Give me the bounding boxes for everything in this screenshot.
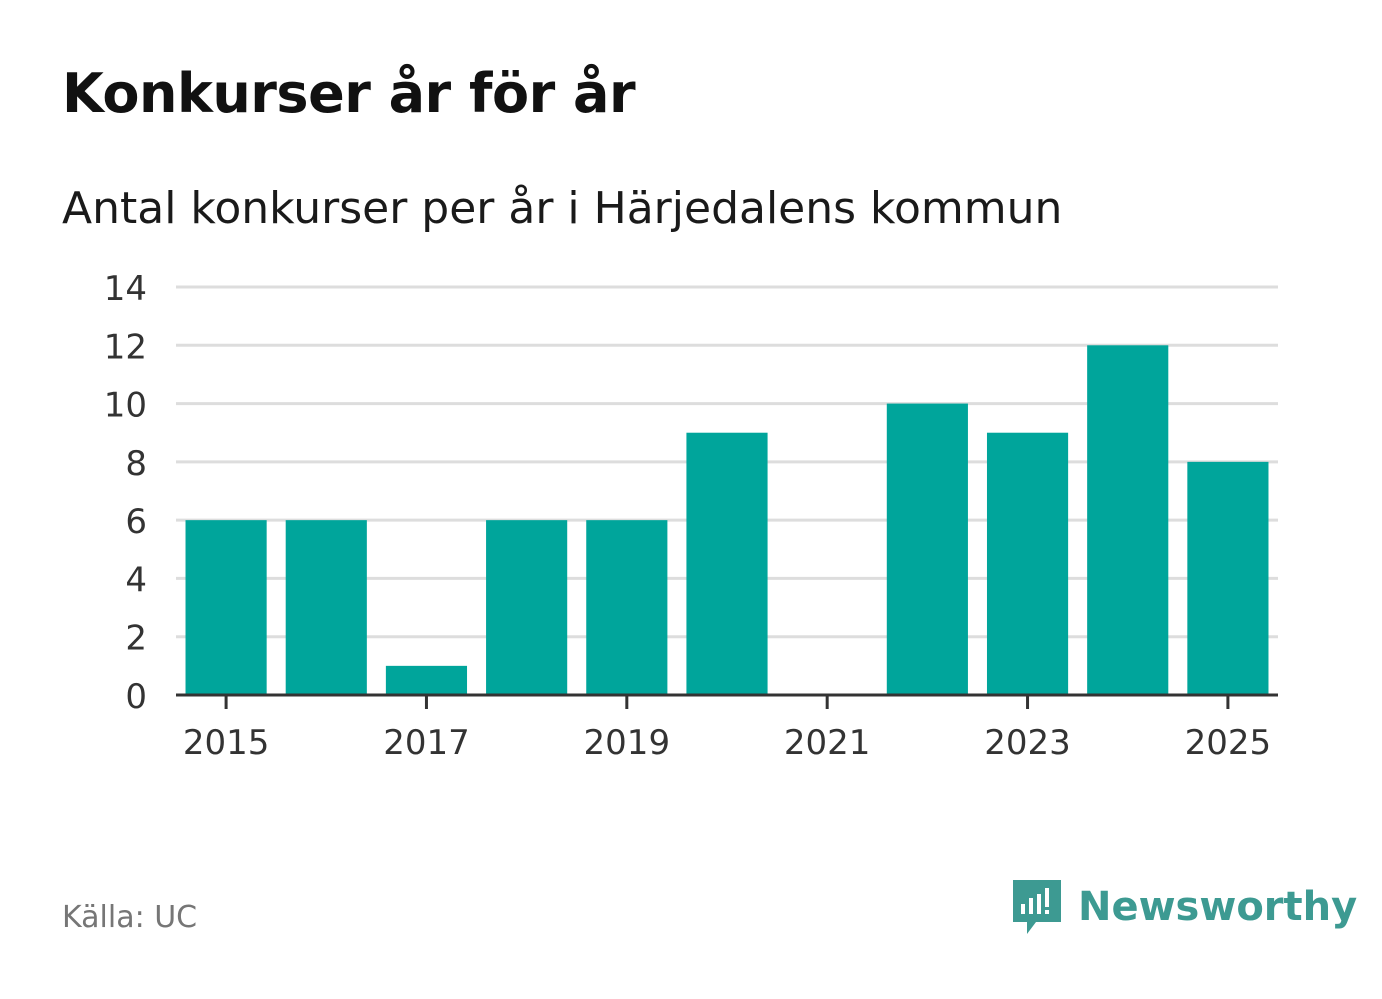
- x-tick-label: 2015: [183, 723, 270, 763]
- bar-2019: [586, 520, 668, 695]
- bar-2017: [385, 665, 468, 695]
- x-tick-label: 2025: [1185, 723, 1272, 763]
- bar-2020: [686, 432, 768, 695]
- bars: [185, 345, 1269, 695]
- y-tick-labels: 0 2 4 6 8 10 12 14: [104, 269, 147, 717]
- x-tick-label: 2019: [584, 723, 671, 763]
- newsworthy-logo: Newsworthy: [1010, 876, 1357, 938]
- bar-2023: [986, 432, 1069, 695]
- x-tick-label: 2017: [383, 723, 470, 763]
- y-tick-label: 14: [104, 269, 147, 309]
- y-tick-label: 6: [125, 502, 147, 542]
- y-tick-label: 4: [125, 560, 147, 600]
- y-tick-label: 0: [125, 677, 147, 717]
- brand-name: Newsworthy: [1078, 884, 1358, 930]
- y-tick-label: 12: [104, 327, 147, 367]
- bar-2022: [886, 403, 968, 695]
- y-tick-label: 2: [125, 619, 147, 659]
- bar-2016: [285, 520, 367, 695]
- y-tick-label: 8: [125, 444, 147, 484]
- x-tick-label: 2021: [784, 723, 871, 763]
- source-note: Källa: UC: [62, 900, 198, 935]
- bar-2025: [1187, 461, 1269, 695]
- chart-title: Konkurser år för år: [62, 62, 636, 125]
- newsworthy-logo-icon: [1013, 880, 1061, 934]
- bar-2015: [185, 520, 267, 695]
- bar-2018: [486, 520, 568, 695]
- chart-subtitle: Antal konkurser per år i Härjedalens kom…: [62, 183, 1063, 234]
- x-tick-labels: 2015 2017 2019 2021 2023 2025: [183, 723, 1271, 763]
- x-axis: [176, 693, 1278, 709]
- bar-2024: [1087, 345, 1169, 695]
- x-tick-label: 2023: [984, 723, 1071, 763]
- y-tick-label: 10: [104, 386, 147, 426]
